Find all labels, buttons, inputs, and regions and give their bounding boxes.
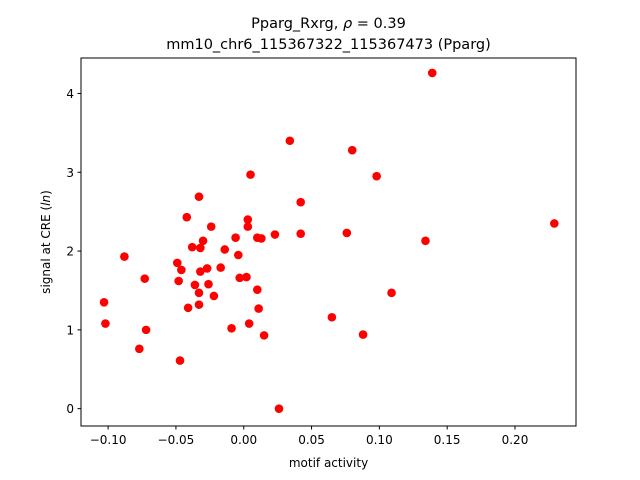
data-point-16 [194, 300, 204, 309]
data-point-26 [227, 323, 236, 333]
y-tick-label: 2 [66, 245, 74, 259]
data-point-37 [254, 304, 263, 313]
data-point-7 [174, 276, 183, 286]
data-point-38 [257, 234, 266, 243]
title-main-text: Pparg_Rxrg, [251, 16, 343, 32]
data-point-32 [243, 215, 253, 224]
data-point-11 [183, 303, 193, 313]
x-tick-label: −0.10 [90, 433, 127, 447]
title-rho-value: = 0.39 [352, 16, 406, 32]
y-axis-label: signal at CRE (ln) [39, 190, 53, 294]
y-tick-label: 0 [66, 402, 74, 416]
data-point-8 [175, 356, 185, 365]
data-points [99, 68, 559, 413]
title-rho-symbol: ρ [343, 16, 353, 32]
x-tick-label: 0.15 [434, 433, 461, 447]
data-point-9 [177, 265, 186, 275]
x-axis-label: motif activity [289, 456, 368, 470]
x-tick-label: −0.05 [158, 433, 195, 447]
data-point-41 [274, 404, 284, 413]
data-point-20 [202, 264, 212, 273]
data-point-0 [99, 297, 109, 307]
data-point-30 [242, 272, 251, 282]
data-point-10 [182, 212, 192, 222]
y-axis-label-ln: ln [39, 195, 53, 206]
data-point-27 [231, 233, 240, 242]
data-point-15 [194, 288, 204, 298]
data-point-31 [243, 222, 253, 231]
y-axis-label-prefix: signal at CRE ( [39, 206, 53, 294]
data-point-47 [347, 145, 357, 155]
x-tick-label: 0.05 [298, 433, 325, 447]
y-tick-label: 1 [66, 323, 74, 337]
data-point-43 [296, 197, 305, 207]
data-point-2 [120, 252, 129, 261]
chart-title-line1: Pparg_Rxrg, ρ = 0.39 [251, 16, 406, 32]
data-point-17 [196, 267, 205, 276]
y-tick-label: 3 [66, 166, 74, 180]
data-point-46 [342, 228, 352, 238]
y-tick-label: 4 [66, 87, 74, 101]
data-point-48 [358, 330, 368, 339]
data-point-13 [190, 280, 200, 290]
data-point-45 [327, 312, 337, 322]
data-point-21 [204, 279, 213, 289]
y-axis-ticks: 0 1 2 3 4 [66, 87, 81, 416]
data-point-28 [234, 250, 243, 260]
data-point-34 [246, 170, 255, 179]
data-point-29 [235, 273, 244, 283]
data-point-22 [206, 222, 216, 231]
data-point-12 [187, 242, 197, 252]
data-point-5 [141, 325, 151, 335]
x-tick-label: 0.00 [230, 433, 257, 447]
data-point-40 [270, 230, 280, 239]
data-point-42 [285, 136, 295, 146]
data-point-53 [550, 219, 559, 228]
data-point-18 [196, 243, 205, 253]
data-point-35 [253, 285, 262, 294]
data-point-25 [220, 245, 230, 254]
data-point-6 [172, 258, 182, 268]
data-point-14 [194, 192, 204, 201]
data-point-24 [216, 263, 225, 272]
data-point-44 [296, 229, 305, 239]
data-point-23 [209, 291, 219, 301]
x-axis-ticks: −0.10 −0.05 0.00 0.05 0.10 0.15 0.20 [90, 426, 529, 447]
y-axis-label-suffix: ) [39, 190, 53, 195]
data-point-19 [198, 236, 208, 246]
data-point-52 [427, 68, 437, 78]
data-point-4 [140, 274, 150, 283]
data-point-50 [387, 288, 396, 298]
plot-frame [80, 57, 577, 427]
data-point-3 [135, 344, 144, 354]
x-tick-label: 0.10 [366, 433, 393, 447]
data-point-49 [372, 171, 381, 181]
chart-title-line2: mm10_chr6_115367322_115367473 (Pparg) [166, 37, 491, 53]
data-point-39 [259, 331, 269, 340]
data-point-1 [101, 319, 110, 328]
data-point-51 [421, 236, 430, 246]
data-point-33 [244, 319, 254, 328]
x-tick-label: 0.20 [502, 433, 529, 447]
